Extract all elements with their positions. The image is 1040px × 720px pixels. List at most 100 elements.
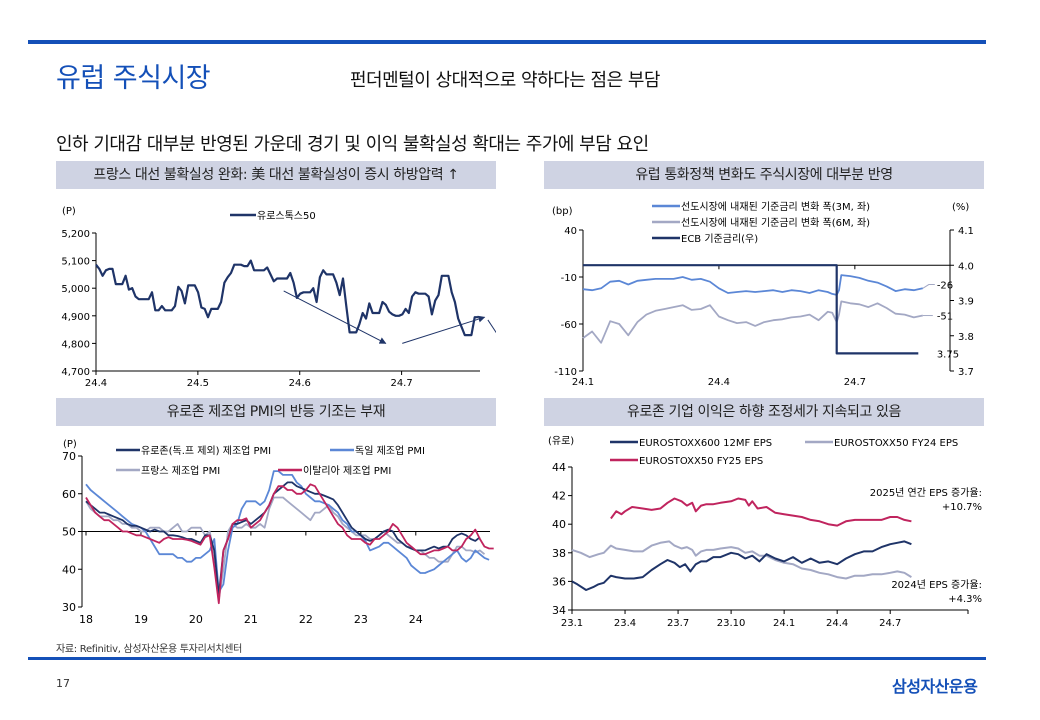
page-subtitle: 펀더멘털이 상대적으로 약하다는 점은 부담: [350, 70, 660, 91]
legend-label: 선도시장에 내재된 기준금리 변화 폭(6M, 좌): [681, 217, 870, 229]
series-line-italy: [85, 483, 494, 605]
legend-label: EUROSTOXX600 12MF EPS: [639, 438, 772, 449]
y-tick-label: 40: [552, 518, 566, 531]
legend-label: 프랑스 제조업 PMI: [141, 464, 220, 477]
y-tick-label: 5,100: [61, 257, 90, 268]
legend-label: EUROSTOXX50 FY24 EPS: [834, 438, 958, 449]
bottom-accent-bar: [28, 657, 986, 660]
page-title: 유럽 주식시장: [56, 63, 211, 94]
y-tick-label: 60: [62, 488, 76, 501]
y-tick-label: 4,800: [61, 339, 90, 350]
y-tick-label: 4,700: [61, 367, 90, 378]
x-tick-label: 20: [189, 613, 203, 626]
trend-arrow: [402, 315, 486, 344]
y-tick-label-right: 3.7: [958, 367, 974, 378]
x-tick-label: 24.7: [844, 377, 866, 388]
x-tick-label: 24.7: [390, 378, 412, 389]
series-line-eurozone-ex: [85, 481, 481, 597]
y-tick-label: 30: [62, 601, 76, 614]
source-note: 자료: Refinitiv, 삼성자산운용 투자리서치센터: [56, 644, 243, 655]
y-axis-label-right: (%): [952, 202, 969, 213]
x-tick-label: 23.10: [717, 618, 746, 629]
brand-logo: 삼성자산운용: [892, 677, 978, 696]
x-tick-label: 18: [79, 613, 93, 626]
panel-header-pmi: 유로존 제조업 PMI의 반등 기조는 부재: [56, 398, 496, 426]
series-line-3m: [582, 274, 923, 296]
x-tick-label: 24.7: [879, 618, 901, 629]
chart-eurostoxx50: (P) 4,700 4,800 4,900 5,000 5,100 5,200 24.4 24.…: [50, 196, 496, 396]
y-tick-label: 42: [552, 490, 566, 503]
y-tick-label: 40: [62, 563, 76, 576]
y-tick-label: 4,900: [61, 312, 90, 323]
y-tick-label-right: 3.9: [958, 297, 974, 308]
data-label-3m: -26: [937, 281, 953, 292]
series-line-stoxx600-12mf: [571, 540, 912, 591]
y-tick-label: 70: [62, 450, 76, 463]
label-leader-3m: [922, 284, 935, 289]
chart-eps-svg: (유로) 34 36 38 40 42 44 23.1 23.4 23.7 23.10 24.1 24.…: [548, 435, 982, 629]
x-tick-label: 24.4: [708, 377, 730, 388]
y-tick-label: 36: [552, 575, 566, 588]
annotation-2024-value: +4.3%: [948, 594, 982, 605]
y-tick-label-right: 4.0: [958, 261, 974, 272]
series-line-ecb-rate: [583, 264, 919, 355]
chart-eps: (유로) 34 36 38 40 42 44 23.1 23.4 23.7 23.10 24.1 24.…: [540, 432, 990, 632]
annotation-2025-value: +10.7%: [942, 502, 982, 513]
legend-label: 이탈리아 제조업 PMI: [303, 464, 391, 477]
chart-policy-rate-svg: (bp) (%) 40 -10 -60 -110 4.1 4.0 3.9 3.8 3.7 24.1 24…: [552, 201, 974, 388]
series-line-stoxx50-fy24: [571, 540, 912, 580]
y-tick-label: 34: [552, 604, 566, 617]
series-line-germany: [85, 470, 490, 593]
y-axis-label: (P): [63, 439, 77, 450]
panel-header-eps: 유로존 기업 이익은 하향 조정세가 지속되고 있음: [544, 398, 984, 426]
y-tick-label-left: -110: [554, 367, 577, 378]
series-line-6m: [582, 300, 923, 344]
x-tick-label: 24.1: [572, 377, 594, 388]
x-tick-label: 24.5: [187, 378, 209, 389]
x-tick-label: 23.4: [614, 618, 636, 629]
legend-label: 유로존(독.프 제외) 제조업 PMI: [141, 444, 271, 457]
x-tick-label: 24.4: [826, 618, 848, 629]
x-tick-label: 24.6: [289, 378, 311, 389]
x-tick-label: 24: [409, 613, 423, 626]
x-tick-label: 23.7: [667, 618, 689, 629]
annotation-2025-label: 2025년 연간 EPS 증가율:: [870, 487, 982, 499]
series-line-stoxx50-fy25: [610, 497, 912, 527]
series-line-france: [85, 496, 486, 601]
x-tick-label: 21: [244, 613, 258, 626]
y-tick-label: 5,000: [61, 284, 90, 295]
annotation-2024-label: 2024년 EPS 증가율:: [891, 579, 982, 591]
x-tick-label: 24.1: [773, 618, 795, 629]
panel-header-eurostoxx: 프랑스 대선 불확실성 완화: 美 대선 불확실성이 증시 하방압력 ↑: [56, 161, 496, 189]
top-accent-bar: [28, 40, 986, 44]
y-axis-label: (유로): [548, 435, 574, 447]
legend-label: ECB 기준금리(우): [681, 233, 758, 245]
series-line-eurostoxx50: [95, 259, 478, 337]
data-label-ecb: 3.75: [937, 349, 959, 360]
x-tick-label: 22: [299, 613, 313, 626]
y-tick-label: 44: [552, 461, 566, 474]
panel-header-policy-rate: 유럽 통화정책 변화도 주식시장에 대부분 반영: [544, 161, 984, 189]
y-tick-label-left: -10: [561, 273, 577, 284]
y-axis-label: (P): [62, 206, 76, 217]
x-tick-label: 24.4: [85, 378, 107, 389]
x-tick-label: 23.1: [561, 618, 583, 629]
legend-label: 유로스톡스50: [257, 210, 316, 222]
chart-policy-rate: (bp) (%) 40 -10 -60 -110 4.1 4.0 3.9 3.8 3.7 24.1 24…: [540, 196, 990, 396]
chart-eurostoxx50-svg: (P) 4,700 4,800 4,900 5,000 5,100 5,200 24.4 24.…: [61, 206, 496, 389]
legend-label: 독일 제조업 PMI: [355, 444, 425, 457]
x-tick-label: 23: [354, 613, 368, 626]
legend-label: EUROSTOXX50 FY25 EPS: [639, 456, 763, 467]
page-number: 17: [56, 677, 70, 690]
y-tick-label-right: 4.1: [958, 226, 974, 237]
legend-label: 선도시장에 내재된 기준금리 변화 폭(3M, 좌): [681, 201, 870, 213]
data-label-6m: -51: [937, 312, 953, 323]
y-tick-label: 5,200: [61, 229, 90, 240]
y-axis-label-left: (bp): [552, 206, 573, 217]
trend-arrow: [283, 290, 387, 344]
y-tick-label-left: 40: [564, 226, 577, 237]
y-tick-label: 50: [62, 526, 76, 539]
trend-arrow: [487, 319, 496, 334]
headline: 인하 기대감 대부분 반영된 가운데 경기 및 이익 불확실성 확대는 주가에 …: [56, 134, 649, 155]
chart-pmi: (P) 30 40 50 60 70 18 19 20 21 22 23 24 유로존(독.프 제외) 제…: [50, 432, 500, 632]
